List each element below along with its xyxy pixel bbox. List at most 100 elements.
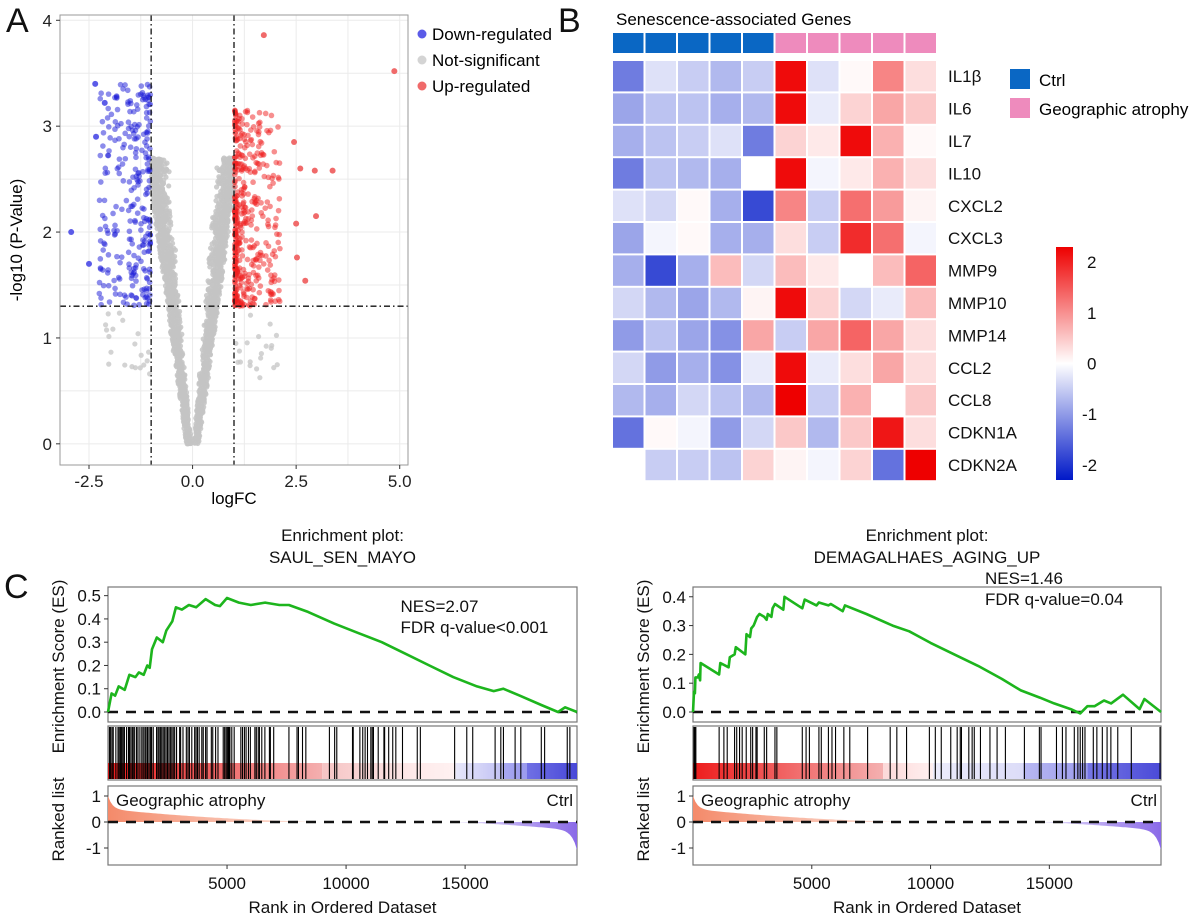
volcano-point-not-significant [166,183,172,189]
heatmap-cell [645,158,676,189]
volcano-point-not-significant [235,359,241,365]
volcano-point-down [97,256,104,262]
volcano-point-up [238,187,245,193]
volcano-point-up [291,139,298,146]
volcano-point-down [129,240,136,247]
volcano-point-not-significant [154,211,160,217]
heatmap-cell [775,417,806,448]
volcano-point-down [134,210,141,216]
heatmap-cell [678,449,709,481]
volcano-plot: -2.5 0.0 2.5 5.0 0 1 2 3 4 logFC -log10 (P-Valu… [7,11,552,508]
volcano-point-not-significant [193,424,199,431]
volcano-point-up [234,292,240,299]
gsea-group-label-left: Geographic atrophy [116,791,266,810]
volcano-point-not-significant [164,269,170,275]
volcano-point-up [275,174,282,181]
volcano-point-down [104,115,111,121]
volcano-point-not-significant [256,333,262,340]
gsea-rank-color-strip [1087,763,1161,779]
volcano-point-down [134,124,140,130]
volcano-point-not-significant [213,275,220,281]
heatmap-cell [678,352,709,383]
heatmap-cell [710,320,741,351]
volcano-point-up [246,271,252,278]
volcano-point-not-significant [157,207,164,214]
volcano-x-axis-label: logFC [211,489,256,508]
volcano-point-down [140,92,147,99]
volcano-point-down [146,94,152,100]
heatmap-cell [808,352,839,383]
volcano-point-up [232,273,238,280]
heatmap-cell [840,449,871,481]
volcano-point-up [311,167,318,174]
heatmap-cell [840,125,871,157]
volcano-point-down [122,155,129,162]
volcano-point-not-significant [257,375,263,381]
heatmap-cell [678,287,709,319]
volcano-point-not-significant [160,202,167,208]
heatmap-row-label: IL7 [948,132,972,151]
volcano-point-up [276,195,283,202]
volcano-point-down [108,111,115,118]
volcano-point-up [237,132,244,139]
gsea-rank-tick-label: 1 [677,787,686,806]
volcano-point-down [123,197,130,204]
volcano-point-not-significant [216,270,222,276]
heatmap-cell [710,223,741,254]
volcano-point-not-significant [122,362,128,368]
volcano-point-up [276,298,283,305]
volcano-point-not-significant [207,289,213,295]
volcano-point-not-significant [159,256,165,263]
gsea-es-tick-label: 0.5 [77,587,101,606]
volcano-point-up [267,262,274,268]
heatmap-cell [873,125,904,157]
heatmap-cell [775,449,806,481]
volcano-x-ticks: -2.5 0.0 2.5 5.0 [74,465,412,491]
volcano-point-not-significant [165,275,171,282]
volcano-point-up [265,217,271,223]
volcano-point-up [248,136,255,143]
volcano-point-up [276,231,283,238]
heatmap-cell [613,385,644,416]
volcano-point-up [233,160,240,167]
volcano-point-up [256,165,263,171]
volcano-point-down [125,207,132,214]
volcano-point-up [239,253,246,259]
heatmap-cell [678,223,709,254]
heatmap-cell [905,93,936,124]
legend-marker-up [417,81,427,91]
volcano-point-not-significant [164,160,170,166]
volcano-point-not-significant [268,345,274,351]
volcano-point-down [144,130,151,136]
volcano-point-up [249,141,256,148]
volcano-point-not-significant [226,163,232,169]
annotation-cell [743,33,774,53]
volcano-point-down [124,87,131,94]
heatmap-cell [873,352,904,383]
volcano-point-not-significant [217,193,224,200]
heatmap-cell [873,223,904,254]
volcano-point-not-significant [258,351,265,357]
volcano-point-down [128,292,135,298]
gsea-rank-color-strip [693,763,884,779]
volcano-point-up [252,256,259,263]
volcano-point-not-significant [207,351,213,357]
volcano-point-down [111,227,117,234]
volcano-point-not-significant [219,230,226,236]
volcano-point-not-significant [176,373,182,379]
volcano-point-not-significant [132,341,138,347]
volcano-point-up [256,124,263,130]
volcano-point-up [272,298,279,305]
volcano-point-up [256,289,263,296]
gsea-x-tick-label: 15000 [441,874,488,893]
volcano-point-down [118,254,125,260]
volcano-point-not-significant [198,426,204,432]
volcano-point-down [138,227,144,233]
heatmap-cell [645,449,676,481]
heatmap-cell [645,61,676,92]
volcano-point-not-significant [207,245,214,251]
volcano-point-not-significant [217,223,223,229]
heatmap-cell [645,352,676,383]
volcano-point-up [261,173,268,180]
volcano-point-down [143,115,150,121]
